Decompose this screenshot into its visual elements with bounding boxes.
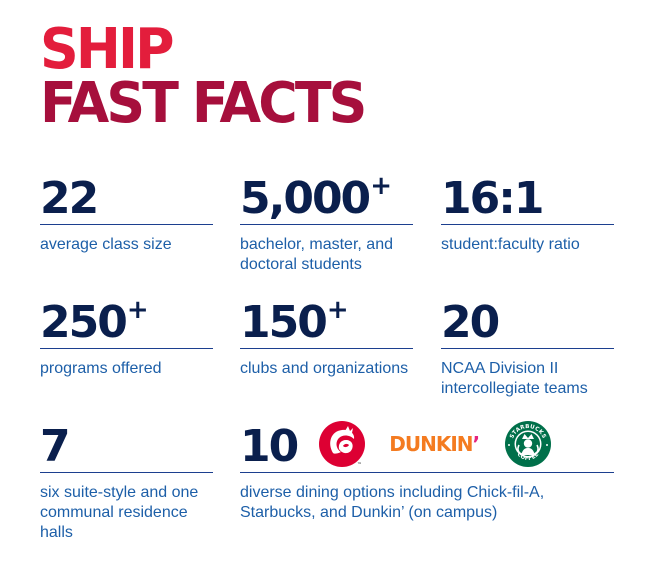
divider	[240, 348, 413, 349]
fact-number: 22	[40, 173, 99, 224]
fact-number: 16:1	[441, 173, 544, 224]
fact-description: NCAA Division II intercollegiate teams	[441, 360, 588, 397]
fact-number: 10	[240, 421, 299, 472]
fact-description: student:faculty ratio	[441, 236, 580, 253]
chick-fil-a-logo-icon: ™	[319, 421, 366, 468]
fact-clubs: 150 + clubs and organizations	[240, 295, 413, 379]
plus-sign: +	[370, 171, 392, 201]
fact-description: programs offered	[40, 360, 162, 377]
dunkin-logo: DUNKIN’	[389, 432, 480, 456]
svg-text:COFFEE: COFFEE	[516, 452, 541, 463]
fact-dining: 10 ™ DUNKIN’ STARBUCKS	[240, 421, 614, 523]
fact-number: 5,000 +	[240, 171, 392, 224]
divider	[441, 224, 614, 225]
divider	[240, 472, 614, 473]
headline-fast-facts: FAST FACTS	[40, 71, 367, 136]
fact-number: 250 +	[40, 295, 149, 348]
fact-teams: 20 NCAA Division II intercollegiate team…	[441, 301, 614, 399]
fact-number: 150 +	[240, 295, 349, 348]
divider	[40, 348, 213, 349]
fact-number: 7	[40, 421, 71, 472]
divider	[40, 224, 213, 225]
headline-ship: SHIP	[40, 17, 174, 82]
svg-text:™: ™	[357, 462, 362, 468]
fact-description: average class size	[40, 236, 172, 253]
fact-description: diverse dining options including Chick-f…	[240, 484, 545, 521]
fact-programs: 250 + programs offered	[40, 295, 213, 379]
fact-description: six suite-style and one communal residen…	[40, 484, 199, 541]
fact-ratio: 16:1 student:faculty ratio	[441, 177, 614, 255]
fact-description: clubs and organizations	[240, 360, 409, 377]
fact-class-size: 22 average class size	[40, 177, 213, 255]
divider	[240, 224, 413, 225]
divider	[40, 472, 213, 473]
fact-students: 5,000 + bachelor, master, and doctoral st…	[240, 171, 413, 275]
plus-sign: +	[126, 295, 149, 325]
fact-description: bachelor, master, and doctoral students	[240, 236, 393, 273]
starbucks-logo-icon: STARBUCKS COFFEE	[505, 421, 552, 467]
dining-header: 10 ™ DUNKIN’ STARBUCKS	[240, 419, 614, 469]
fact-residence-halls: 7 six suite-style and one communal resid…	[40, 425, 213, 543]
divider	[441, 348, 614, 349]
fact-number: 20	[441, 297, 500, 348]
plus-sign: +	[326, 295, 349, 325]
